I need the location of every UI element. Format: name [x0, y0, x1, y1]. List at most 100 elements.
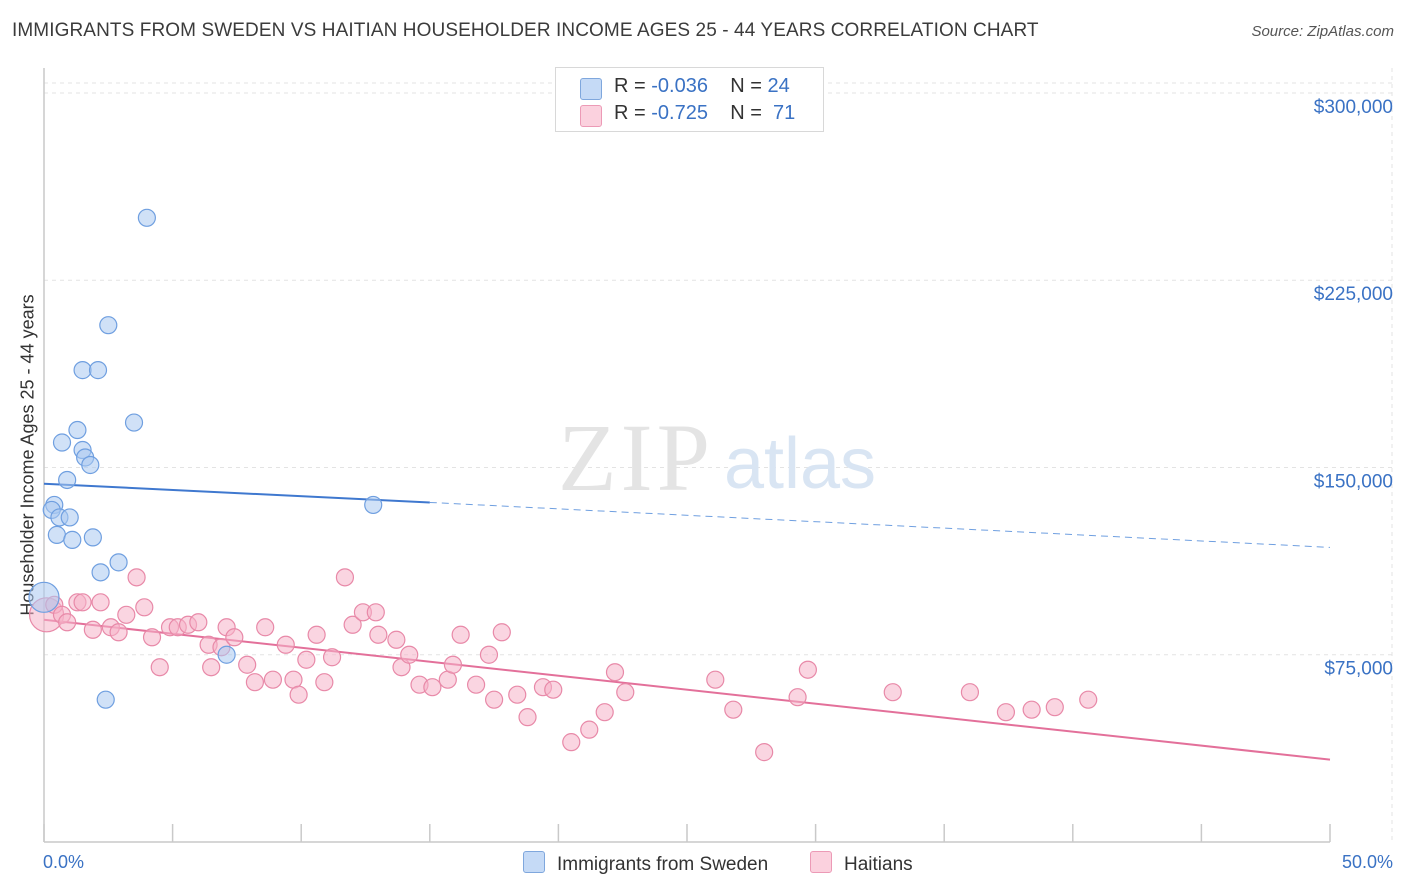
point-sweden: [68, 420, 87, 440]
point-haitians: [1022, 700, 1041, 719]
point-haitians: [616, 683, 635, 702]
point-sweden: [52, 433, 72, 452]
point-haitians: [387, 630, 406, 649]
point-sweden: [217, 645, 236, 664]
point-sweden: [124, 413, 144, 432]
legend-swatch-haitians: [580, 105, 602, 127]
point-haitians: [238, 655, 257, 674]
point-haitians: [996, 703, 1016, 722]
point-sweden: [60, 508, 79, 527]
point-sweden: [96, 690, 115, 709]
trend-lines: [43, 482, 1331, 761]
point-haitians: [263, 670, 283, 689]
point-haitians: [1079, 690, 1098, 709]
legend-swatch-sweden: [580, 78, 602, 100]
point-sweden: [137, 208, 156, 227]
chart-title: IMMIGRANTS FROM SWEDEN VS HAITIAN HOUSEH…: [12, 20, 1039, 41]
point-sweden: [99, 316, 118, 335]
point-haitians: [109, 623, 128, 642]
point-haitians: [276, 635, 295, 654]
legend-r-label: R =: [614, 102, 646, 124]
point-haitians: [289, 685, 308, 704]
trend-line-haitians: [43, 618, 1331, 761]
watermark: ZIP atlas: [558, 404, 876, 511]
legend-r-label: R =: [614, 75, 646, 97]
point-haitians: [518, 708, 537, 727]
point-haitians: [91, 593, 110, 612]
point-sweden: [28, 581, 60, 613]
point-sweden: [91, 563, 110, 582]
point-haitians: [508, 685, 527, 704]
bottom-legend-sweden: Immigrants from Sweden: [523, 851, 768, 876]
point-haitians: [479, 645, 499, 664]
bottom-legend-label-sweden: Immigrants from Sweden: [557, 854, 769, 875]
point-haitians: [798, 660, 817, 679]
point-haitians: [315, 673, 334, 692]
watermark-atlas: atlas: [724, 424, 876, 504]
point-haitians: [423, 678, 442, 697]
point-sweden: [109, 553, 128, 572]
grid-lines: [44, 68, 1393, 842]
point-haitians: [58, 613, 77, 632]
point-haitians: [343, 615, 362, 634]
point-haitians: [73, 593, 92, 612]
point-haitians: [117, 605, 136, 624]
point-sweden: [364, 495, 383, 515]
point-haitians: [307, 625, 326, 644]
y-tick-label: $300,000: [1314, 97, 1393, 118]
point-haitians: [580, 720, 599, 739]
bottom-legend-swatch-haitians: [810, 851, 832, 873]
point-haitians: [369, 625, 388, 644]
x-tick-label-max: 50.0%: [1341, 852, 1393, 872]
point-haitians: [492, 623, 511, 642]
point-sweden: [58, 470, 77, 490]
point-haitians: [127, 568, 146, 587]
point-haitians: [706, 670, 725, 689]
point-haitians: [322, 648, 342, 667]
point-haitians: [883, 683, 902, 702]
y-tick-label: $225,000: [1314, 284, 1393, 305]
data-points: [28, 208, 1098, 762]
point-haitians: [960, 683, 980, 702]
point-sweden: [47, 525, 66, 544]
point-haitians: [466, 675, 486, 694]
point-haitians: [335, 568, 355, 587]
legend-n-value: 24: [767, 75, 790, 97]
point-sweden: [73, 361, 92, 380]
bottom-legend-swatch-sweden: [523, 851, 545, 873]
point-haitians: [150, 658, 169, 677]
point-haitians: [451, 625, 470, 644]
legend-n-label: N =: [730, 75, 762, 97]
point-haitians: [788, 688, 807, 707]
legend-n-value: 71: [773, 102, 796, 124]
point-haitians: [135, 598, 154, 617]
point-haitians: [605, 663, 625, 682]
point-haitians: [202, 658, 221, 677]
point-haitians: [366, 603, 385, 622]
point-haitians: [595, 703, 614, 722]
chart-source: Source: ZipAtlas.com: [1251, 23, 1394, 40]
point-haitians: [562, 733, 581, 752]
point-haitians: [1045, 698, 1064, 717]
axes: [43, 68, 1331, 843]
point-haitians: [724, 700, 743, 719]
trend-line-sweden-extension: [429, 501, 1331, 548]
point-haitians: [189, 613, 208, 632]
watermark-zip: ZIP: [558, 404, 714, 511]
point-haitians: [83, 620, 102, 639]
point-haitians: [256, 618, 275, 637]
point-sweden: [81, 455, 100, 475]
bottom-legend-label-haitians: Haitians: [844, 854, 913, 875]
point-sweden: [63, 530, 82, 549]
point-haitians: [297, 650, 316, 669]
legend-r-value: -0.725: [651, 102, 708, 124]
point-haitians: [225, 628, 244, 647]
y-tick-label: $75,000: [1324, 659, 1393, 680]
point-haitians: [485, 690, 504, 709]
y-tick-label: $150,000: [1314, 471, 1393, 492]
point-haitians: [755, 743, 774, 762]
bottom-legend-haitians: Haitians: [810, 851, 913, 876]
legend-n-label: N =: [730, 102, 762, 124]
correlation-legend: R = -0.036 N = 24 R = -0.725 N = 71: [555, 67, 824, 132]
